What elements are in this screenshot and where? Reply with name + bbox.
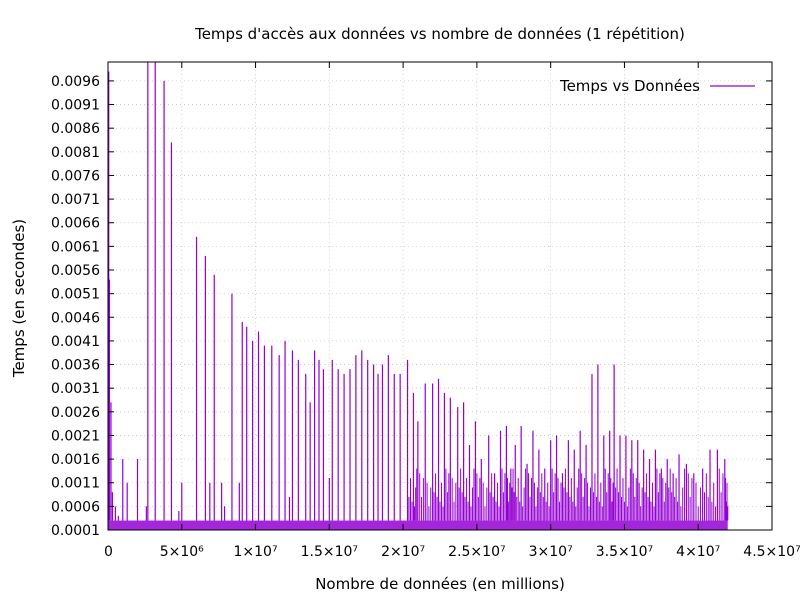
y-tick-label: 0.0076: [51, 168, 100, 184]
legend-label: Temps vs Données: [559, 77, 700, 95]
y-tick-label: 0.0046: [51, 310, 100, 326]
y-axis-label: Temps (en secondes): [10, 219, 28, 378]
y-tick-label: 0.0051: [51, 287, 100, 303]
y-tick-label: 0.0016: [51, 452, 100, 468]
y-tick-label: 0.0006: [51, 499, 100, 515]
y-tick-label: 0.0001: [51, 523, 100, 539]
y-tick-label: 0.0036: [51, 358, 100, 374]
x-tick-label: 4.5×10⁷: [743, 544, 800, 560]
y-tick-label: 0.0056: [51, 263, 100, 279]
x-tick-label: 3.5×10⁷: [596, 544, 653, 560]
y-tick-label: 0.0021: [51, 428, 100, 444]
x-tick-label: 2.5×10⁷: [448, 544, 505, 560]
x-axis-label: Nombre de données (en millions): [315, 575, 565, 593]
x-tick-label: 5×10⁶: [160, 544, 204, 560]
y-tick-label: 0.0091: [51, 98, 100, 114]
y-tick-label: 0.0081: [51, 145, 100, 161]
y-tick-label: 0.0086: [51, 121, 100, 137]
y-tick-label: 0.0031: [51, 381, 100, 397]
legend: Temps vs Données: [559, 77, 755, 95]
y-tick-label: 0.0096: [51, 74, 100, 90]
y-tick-label: 0.0066: [51, 216, 100, 232]
x-tick-label: 2×10⁷: [381, 544, 425, 560]
x-tick-label: 0: [104, 544, 113, 560]
x-tick-label: 1×10⁷: [234, 544, 278, 560]
tick-labels: 0.0001 0.0006 0.0011 0.0016 0.0021 0.0026 0.00…: [51, 74, 800, 560]
y-tick-label: 0.0061: [51, 239, 100, 255]
chart-title: Temps d'accès aux données vs nombre de d…: [194, 25, 685, 43]
plot-frame: [107, 61, 773, 531]
series-layer: [108, 62, 729, 530]
ticks: [107, 62, 773, 531]
y-tick-label: 0.0026: [51, 405, 100, 421]
series-baseline-band: [108, 520, 728, 530]
y-tick-label: 0.0011: [51, 476, 100, 492]
x-tick-label: 1.5×10⁷: [301, 544, 358, 560]
y-tick-label: 0.0041: [51, 334, 100, 350]
x-tick-label: 4×10⁷: [676, 544, 720, 560]
y-tick-label: 0.0071: [51, 192, 100, 208]
x-tick-label: 3×10⁷: [529, 544, 573, 560]
